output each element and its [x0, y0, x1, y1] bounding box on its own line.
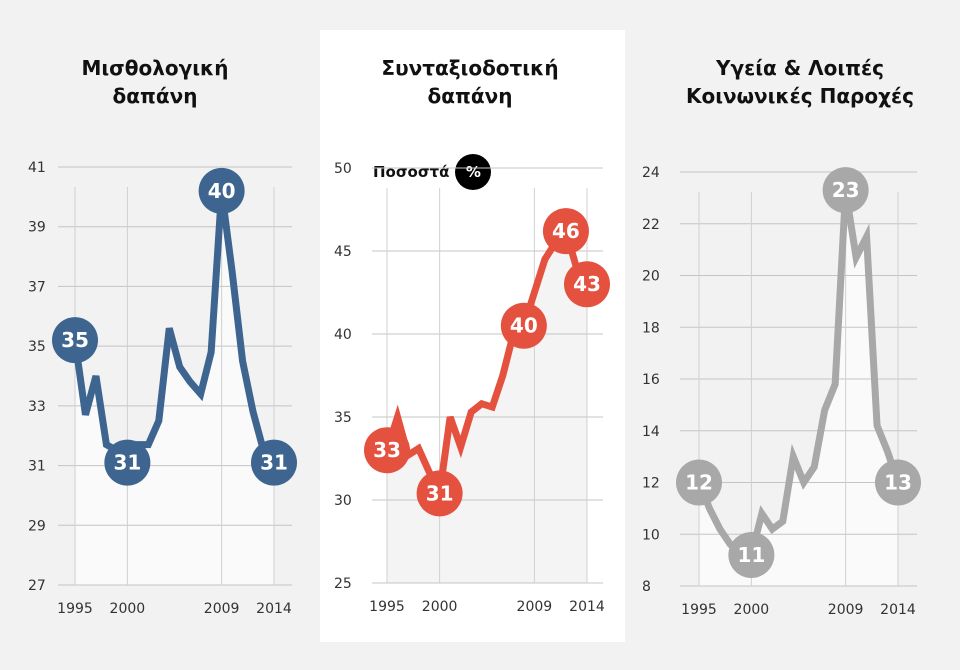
data-label: 35 — [61, 328, 89, 352]
y-tick-label: 25 — [334, 576, 352, 592]
data-label: 46 — [552, 219, 580, 243]
y-tick-label: 12 — [642, 476, 660, 492]
chart-title-3: Υγεία & Λοιπές Κοινωνικές Παροχές — [685, 56, 915, 108]
chart-title-1: Μισθολογική δαπάνη — [81, 56, 229, 108]
chart-title-2: Συνταξιοδοτική δαπάνη — [381, 56, 559, 108]
data-point-marker — [500, 302, 547, 349]
x-tick-label: 2014 — [880, 602, 916, 618]
y-tick-label: 50 — [334, 161, 352, 177]
data-label: 33 — [373, 438, 401, 462]
y-tick-label: 45 — [334, 244, 352, 260]
y-tick-label: 20 — [642, 269, 660, 285]
y-tick-label: 39 — [28, 220, 46, 236]
y-tick-label: 31 — [28, 459, 46, 475]
data-label: 23 — [832, 178, 860, 202]
y-tick-label: 35 — [334, 410, 352, 426]
x-tick-label: 2009 — [828, 602, 864, 618]
series-line-1 — [71, 190, 277, 469]
x-tick-label: 1995 — [57, 601, 93, 617]
x-tick-label: 1995 — [681, 602, 717, 618]
y-tick-label: 37 — [28, 279, 46, 295]
data-point-marker — [198, 167, 245, 214]
data-point-marker — [822, 167, 869, 214]
y-tick-label: 33 — [28, 399, 46, 415]
data-point-marker — [728, 531, 775, 578]
y-tick-label: 10 — [642, 527, 660, 543]
area-fill-3 — [699, 190, 898, 587]
x-tick-label: 2009 — [517, 599, 553, 615]
y-tick-label: 35 — [28, 339, 46, 355]
data-label: 43 — [573, 272, 601, 296]
data-point-marker — [364, 427, 410, 474]
x-tick-label: 2009 — [204, 601, 240, 617]
data-point-marker — [564, 261, 610, 308]
data-label: 11 — [737, 543, 765, 567]
y-tick-label: 29 — [28, 518, 46, 534]
x-tick-label: 2014 — [569, 599, 605, 615]
area-fill-1 — [75, 190, 274, 585]
y-tick-label: 16 — [642, 372, 660, 388]
y-tick-label: 8 — [642, 579, 651, 595]
data-label: 40 — [208, 179, 236, 203]
data-point-marker — [416, 470, 463, 517]
x-tick-label: 2000 — [110, 601, 146, 617]
data-label: 12 — [685, 471, 713, 495]
data-label: 13 — [884, 471, 912, 495]
y-tick-label: 27 — [28, 578, 46, 594]
data-label: 31 — [113, 451, 141, 475]
data-label: 31 — [426, 481, 454, 505]
data-point-marker — [251, 439, 297, 486]
data-point-marker — [875, 459, 921, 506]
x-tick-label: 2000 — [422, 599, 458, 615]
x-tick-label: 2000 — [734, 602, 770, 618]
data-point-marker — [542, 208, 589, 255]
y-tick-label: 30 — [334, 493, 352, 509]
y-tick-label: 40 — [334, 327, 352, 343]
y-tick-label: 24 — [642, 165, 660, 181]
y-tick-label: 22 — [642, 217, 660, 233]
y-tick-label: 41 — [28, 160, 46, 176]
data-point-marker — [52, 317, 98, 364]
x-tick-label: 2014 — [256, 601, 292, 617]
data-point-marker — [676, 459, 722, 506]
data-point-marker — [104, 439, 151, 486]
y-tick-label: 18 — [642, 320, 660, 336]
data-label: 40 — [510, 314, 538, 338]
data-label: 31 — [260, 451, 288, 475]
y-tick-label: 14 — [642, 424, 660, 440]
x-tick-label: 1995 — [369, 599, 405, 615]
